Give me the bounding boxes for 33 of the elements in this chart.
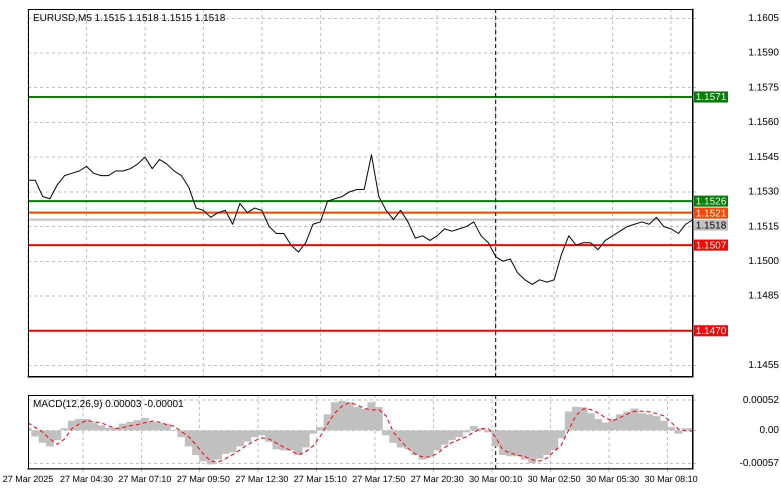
y-tick-label: 1.1455 — [748, 360, 780, 372]
x-tick-label: 27 Mar 17:50 — [352, 474, 406, 484]
y-tick-label: 0.00052 — [742, 394, 780, 406]
y-tick-label: 1.1605 — [748, 13, 780, 24]
y-tick-label: 1.1560 — [748, 117, 780, 128]
y-tick-label: 0.00 — [760, 425, 780, 436]
y-tick-label: 1.1515 — [748, 221, 780, 232]
x-tick-label: 27 Mar 15:10 — [294, 474, 347, 484]
y-tick-label: 1.1530 — [748, 186, 780, 198]
y-tick-label: 1.1485 — [748, 290, 780, 302]
ref-line-label: 1.1507 — [696, 240, 727, 252]
x-tick-label: 30 Mar 05:30 — [586, 474, 640, 484]
y-tick-label: 1.1575 — [748, 82, 780, 94]
x-tick-label: 27 Mar 12:30 — [235, 474, 288, 484]
x-tick-label: 27 Mar 20:30 — [410, 474, 464, 484]
ref-line-label: 1.1470 — [696, 326, 727, 337]
y-tick-label: 1.1590 — [748, 48, 780, 59]
ref-line-label: 1.1526 — [696, 196, 727, 208]
x-tick-label: 27 Mar 2025 — [2, 474, 54, 484]
x-tick-label: 27 Mar 04:30 — [60, 474, 113, 484]
y-tick-label: 1.1500 — [748, 256, 780, 268]
chart-title: EURUSD,M5 1.1515 1.1518 1.1515 1.1518 — [33, 12, 226, 24]
ref-line-label: 1.1518 — [696, 220, 727, 232]
x-tick-label: 27 Mar 07:10 — [118, 474, 172, 484]
x-tick-label: 30 Mar 08:10 — [644, 474, 698, 484]
x-tick-label: 30 Mar 02:50 — [528, 474, 581, 484]
x-tick-label: 27 Mar 09:50 — [176, 474, 230, 484]
chart-title: MACD(12,26,9) 0.00003 -0.00001 — [33, 398, 184, 410]
ref-line-label: 1.1571 — [696, 92, 727, 104]
y-tick-label: -0.00057 — [740, 458, 780, 470]
x-tick-label: 30 Mar 00:10 — [469, 474, 522, 484]
ref-line-label: 1.1521 — [696, 208, 727, 220]
y-tick-label: 1.1545 — [748, 152, 780, 163]
